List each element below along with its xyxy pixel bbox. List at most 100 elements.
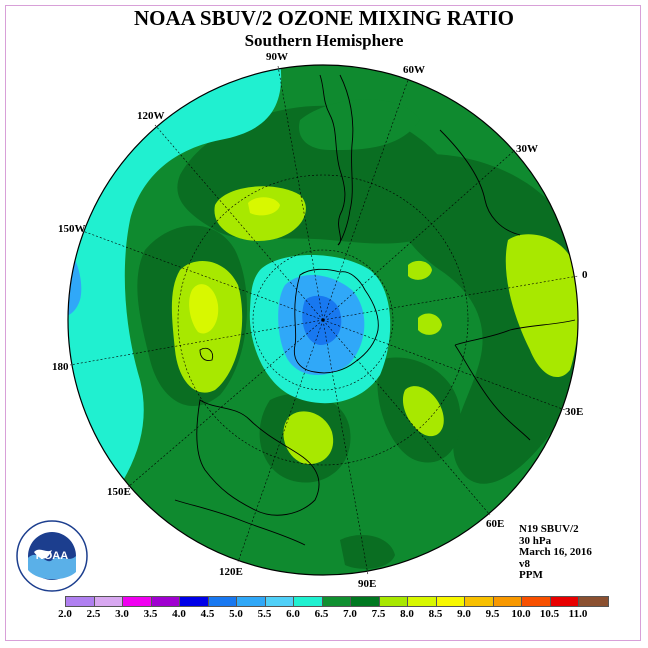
field-7-0-bottom xyxy=(340,535,395,569)
colorbar-tick-label: 3.0 xyxy=(115,608,129,620)
lon-label-60w: 60W xyxy=(403,64,425,76)
colorbar-cell xyxy=(322,597,351,606)
info-date: March 16, 2016 xyxy=(519,546,592,558)
lon-label-180: 180 xyxy=(52,361,69,373)
map-title: NOAA SBUV/2 OZONE MIXING RATIO xyxy=(134,6,514,30)
colorbar-tick-label: 3.5 xyxy=(143,608,158,620)
colorbar-tick-label: 6.0 xyxy=(286,608,300,620)
lon-label-30w: 30W xyxy=(516,143,538,155)
lat-circle-50 xyxy=(177,174,469,466)
noaa-logo: NOAA xyxy=(16,520,88,592)
colorbar-cell xyxy=(66,597,95,606)
meridian-30w xyxy=(322,149,516,321)
coast-south-america-east xyxy=(337,74,354,246)
blob-7-5-e xyxy=(418,313,442,335)
colorbar-cell xyxy=(493,597,522,606)
lon-label-150w: 150W xyxy=(58,223,86,235)
coast-australia xyxy=(196,399,320,516)
blob-8-0-b xyxy=(189,284,219,334)
coastlines xyxy=(174,74,576,546)
lon-label-90w: 90W xyxy=(266,51,288,63)
lon-label-120e: 120E xyxy=(219,566,243,578)
logo-text: NOAA xyxy=(36,550,68,562)
colorbar-tick-label: 10.5 xyxy=(539,608,560,620)
colorbar-cell xyxy=(465,597,494,606)
lon-label-30e: 30E xyxy=(565,406,583,418)
meridian-0 xyxy=(322,275,579,321)
colorbar-cell xyxy=(408,597,437,606)
lon-label-90e: 90E xyxy=(358,578,376,590)
colorbar-cell xyxy=(208,597,237,606)
meridian-90w xyxy=(277,65,324,321)
coast-new-zealand xyxy=(199,347,214,361)
blob-7-5-g xyxy=(283,411,334,465)
colorbar-cell xyxy=(151,597,180,606)
graticule xyxy=(69,65,579,576)
blob-8-0-a xyxy=(248,197,280,216)
info-level: 30 hPa xyxy=(519,534,552,547)
colorbar-tick-label: 9.5 xyxy=(485,608,500,620)
coast-africa-west xyxy=(439,129,521,236)
info-version: v8 xyxy=(519,557,530,570)
meridian-90e xyxy=(322,319,369,576)
colorbar-tick-label: 2.0 xyxy=(58,608,72,620)
colorbar-tick-label: 7.0 xyxy=(343,608,357,620)
field-6-0-band xyxy=(68,65,282,540)
colorbar-cell xyxy=(550,597,579,606)
field-6-5-inner xyxy=(299,99,420,150)
meridian-60e xyxy=(322,319,491,516)
colorbar-tick-label: 5.0 xyxy=(229,608,243,620)
info-units: PPM xyxy=(519,569,543,581)
meridian-120w xyxy=(154,124,324,321)
info-satellite: N19 SBUV/2 xyxy=(519,523,579,535)
colorbar-tick-label: 10.0 xyxy=(511,608,531,620)
colorbar-tick-label: 11.0 xyxy=(568,608,588,620)
colorbar-tick-label: 5.5 xyxy=(257,608,272,620)
colorbar-tick-label: 4.0 xyxy=(172,608,186,620)
colorbar-cell xyxy=(94,597,123,606)
colorbar-ticks: 2.0 2.5 3.0 3.5 4.0 4.5 5.0 5.5 6.0 6.5 7.0 7.5 8.0 8… xyxy=(52,608,612,622)
meridian-180 xyxy=(69,319,324,366)
lon-label-60e: 60E xyxy=(486,518,504,530)
colorbar-cell xyxy=(379,597,408,606)
lat-circle-70 xyxy=(252,249,394,391)
ozone-field xyxy=(68,65,578,575)
lon-label-120w: 120W xyxy=(137,110,165,122)
meridian-150e xyxy=(127,319,324,488)
colorbar-tick-label: 2.5 xyxy=(86,608,101,620)
colorbar-cell xyxy=(351,597,380,606)
colorbar-cell xyxy=(180,597,209,606)
meridian-150w xyxy=(79,229,324,321)
map-boundary xyxy=(67,64,579,576)
coast-south-america xyxy=(319,74,346,246)
colorbar-tick-label: 9.0 xyxy=(457,608,471,620)
colorbar-cell xyxy=(579,597,608,606)
colorbar-tick-label: 8.5 xyxy=(428,608,443,620)
coast-antarctica xyxy=(293,268,379,374)
info-block: N19 SBUV/2 30 hPa March 16, 2016 v8 PPM xyxy=(519,523,592,582)
colorbar-tick-label: 8.0 xyxy=(400,608,414,620)
blob-7-5-d xyxy=(408,260,432,280)
colorbar-cell xyxy=(522,597,551,606)
colorbar-tick-label: 7.5 xyxy=(371,608,386,620)
colorbar-tick-label: 4.5 xyxy=(200,608,215,620)
lon-label-150e: 150E xyxy=(107,486,131,498)
lon-label-0: 0 xyxy=(582,269,588,281)
colorbar-cell xyxy=(436,597,465,606)
colorbar-cell xyxy=(237,597,266,606)
map-subtitle: Southern Hemisphere xyxy=(244,31,404,50)
meridian-30e xyxy=(322,319,566,411)
page-frame xyxy=(5,5,641,641)
colorbar-cell xyxy=(294,597,323,606)
colorbar xyxy=(65,596,609,607)
longitude-labels: 90W 60W 30W 0 30E 60E 90E 120E 150E 180 … xyxy=(52,51,588,590)
coast-indonesia xyxy=(174,499,306,546)
coast-africa-east xyxy=(454,344,531,441)
meridian-60w xyxy=(322,79,409,321)
meridian-120e xyxy=(237,319,324,563)
coast-africa-south xyxy=(454,319,576,346)
colorbar-cell xyxy=(123,597,152,606)
colorbar-cell xyxy=(265,597,294,606)
blob-7-5-c xyxy=(505,234,578,378)
